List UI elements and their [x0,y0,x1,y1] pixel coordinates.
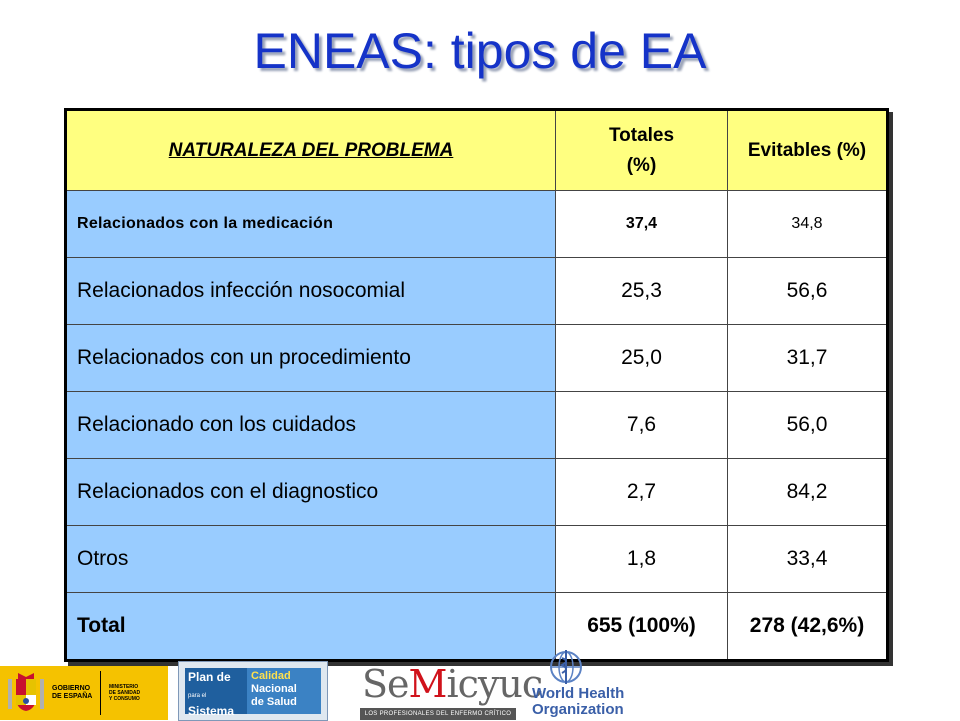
row-evitable: 56,0 [727,391,888,459]
semi-icyuc-text: icyuc [446,662,543,706]
table-row: Relacionados infección nosocomial 25,3 5… [65,257,888,325]
coat-of-arms-icon [6,671,46,715]
row-evitable: 56,6 [727,257,888,325]
row-evitable: 34,8 [727,190,888,258]
table-row: Otros 1,8 33,4 [65,525,888,593]
row-total: 7,6 [555,391,728,459]
sistema-text: Sistema [188,704,235,718]
row-label: Relacionado con los cuidados [65,391,556,459]
semicyuc-logo: SeMicyuc LOS PROFESIONALES DEL ENFERMO C… [360,658,543,720]
table-row: Relacionado con los cuidados 7,6 56,0 [65,391,888,459]
semi-m-text: M [408,662,448,706]
header-totales-line2: (%) [626,154,657,176]
row-total: 25,3 [555,257,728,325]
plan-calidad-logo: Plan de para el Sistema Calidad Nacional… [178,661,328,721]
gobierno-logo: GOBIERNO DE ESPAÑA MINISTERIO DE SANIDAD… [0,666,168,720]
row-total: 25,0 [555,324,728,392]
header-naturaleza: NATURALEZA DEL PROBLEMA [65,109,556,191]
table-row: Relacionados con la medicación 37,4 34,8 [65,190,888,258]
who-line1: World Health [532,685,625,702]
gobierno-line2: DE ESPAÑA [52,693,93,700]
row-evitable: 84,2 [727,458,888,526]
nacional-text: Nacional [251,683,297,695]
semi-se-text: Se [362,662,410,706]
ministerio-line3: Y CONSUMO [109,696,140,702]
plan-de-text: Plan de [188,670,231,684]
row-evitable: 33,4 [727,525,888,593]
divider [100,671,101,715]
row-label: Relacionados con el diagnostico [65,458,556,526]
para-el-text: para el [188,693,207,699]
semi-tagline: LOS PROFESIONALES DEL ENFERMO CRÍTICO [360,708,516,720]
row-label: Relacionados con la medicación [65,190,556,258]
adverse-events-table: NATURALEZA DEL PROBLEMA Totales (%) Evit… [64,108,889,662]
row-total: 655 (100%) [555,592,728,661]
slide-title: ENEAS: tipos de EA [253,23,707,79]
row-label: Relacionados infección nosocomial [65,257,556,325]
table-row: Relacionados con el diagnostico 2,7 84,2 [65,458,888,526]
table-header-row: NATURALEZA DEL PROBLEMA Totales (%) Evit… [65,109,888,191]
who-logo: World Health Organization [528,650,648,720]
calidad-text: Calidad [251,670,291,682]
header-evitables: Evitables (%) [727,109,888,191]
row-label: Total [65,592,556,661]
row-total: 37,4 [555,190,728,258]
logo-strip: GOBIERNO DE ESPAÑA MINISTERIO DE SANIDAD… [0,650,960,721]
row-evitable: 31,7 [727,324,888,392]
table-total-row: Total 655 (100%) 278 (42,6%) [65,592,888,661]
ministerio-line2: DE SANIDAD [109,690,141,696]
gobierno-text: GOBIERNO DE ESPAÑA [52,685,98,701]
de-salud-text: de Salud [251,696,297,708]
header-totales: Totales (%) [555,109,728,191]
row-label: Otros [65,525,556,593]
who-emblem-icon [544,648,588,686]
header-totales-line1: Totales [608,124,675,146]
who-line2: Organization [532,701,624,718]
gobierno-line1: GOBIERNO [52,685,91,692]
row-label: Relacionados con un procedimiento [65,324,556,392]
ministerio-text: MINISTERIO DE SANIDAD Y CONSUMO [109,684,159,702]
row-evitable: 278 (42,6%) [727,592,888,661]
ministerio-line1: MINISTERIO [109,684,139,690]
table-row: Relacionados con un procedimiento 25,0 3… [65,324,888,392]
row-total: 2,7 [555,458,728,526]
row-total: 1,8 [555,525,728,593]
